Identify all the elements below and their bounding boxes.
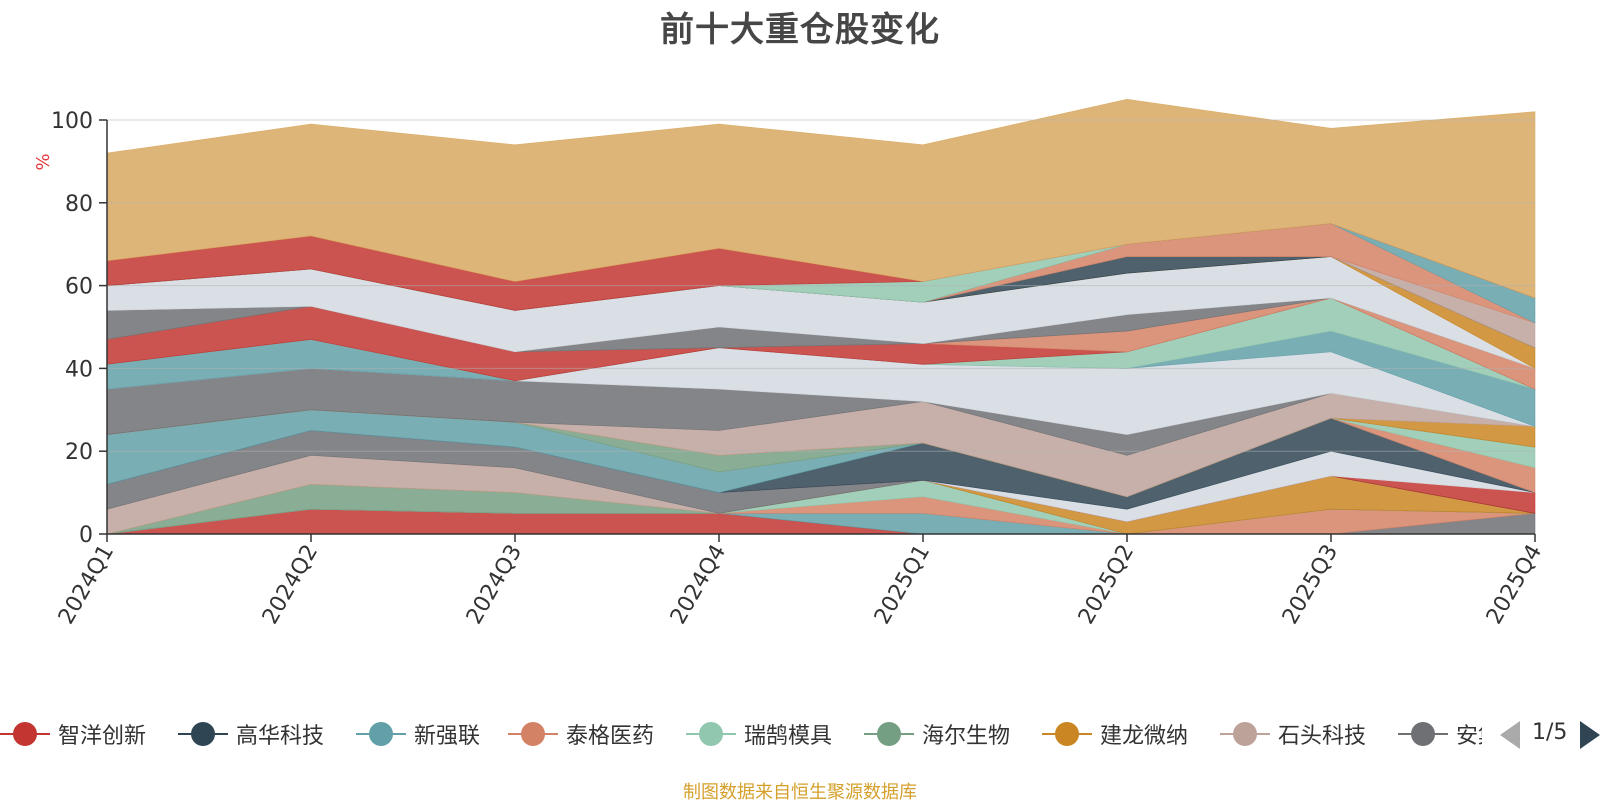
legend-marker-dot bbox=[13, 722, 37, 746]
y-tick-label-3: 60 bbox=[65, 275, 93, 300]
axis-layer bbox=[99, 119, 1536, 542]
y-tick-label-0: 0 bbox=[79, 523, 93, 548]
y-tick-label-4: 80 bbox=[65, 192, 93, 217]
legend-page-indicator: 1/5 bbox=[1532, 720, 1568, 745]
triangle-right-icon[interactable] bbox=[1580, 721, 1600, 749]
legend-marker-icon bbox=[686, 721, 736, 747]
legend-label: 瑞鹄模具 bbox=[744, 724, 833, 749]
legend-label: 海尔生物 bbox=[922, 724, 1011, 749]
x-tick-label-7: 2025Q4 bbox=[1482, 541, 1547, 629]
legend-viewport: 智洋创新 高华科技 新强联 泰格医药 瑞鹄模具 海尔生物 建龙微纳 石头科技 安集科技 bbox=[0, 714, 1482, 754]
y-tick-label-5: 100 bbox=[51, 109, 93, 134]
legend-item[interactable]: 海尔生物 bbox=[864, 714, 1010, 754]
legend-marker-dot bbox=[1411, 722, 1435, 746]
chart-title: 前十大重仓股变化 bbox=[660, 10, 940, 50]
legend-marker-icon bbox=[508, 721, 558, 747]
legend-marker-dot bbox=[699, 722, 723, 746]
legend-marker-dot bbox=[369, 722, 393, 746]
x-tick-label-4: 2025Q1 bbox=[870, 541, 935, 629]
legend-item[interactable]: 安集科技 bbox=[1398, 714, 1482, 754]
legend-marker-icon bbox=[0, 721, 50, 747]
legend-item[interactable]: 泰格医药 bbox=[508, 714, 654, 754]
x-tick-label-0: 2024Q1 bbox=[54, 541, 119, 629]
legend-marker-icon bbox=[864, 721, 914, 747]
legend-pager: 1/5 bbox=[1500, 714, 1600, 754]
legend-item[interactable]: 瑞鹄模具 bbox=[686, 714, 832, 754]
x-tick-label-5: 2025Q2 bbox=[1074, 541, 1139, 629]
x-tick-label-1: 2024Q2 bbox=[258, 541, 323, 629]
legend-marker-dot bbox=[191, 722, 215, 746]
grid-layer bbox=[107, 119, 1535, 452]
legend-label: 新强联 bbox=[414, 724, 481, 749]
legend-marker-icon bbox=[178, 721, 228, 747]
y-tick-label-1: 20 bbox=[65, 440, 93, 465]
legend-marker-dot bbox=[1233, 722, 1257, 746]
legend-label: 安集科技 bbox=[1456, 724, 1482, 749]
legend-marker-icon bbox=[356, 721, 406, 747]
source-note: 制图数据来自恒生聚源数据库 bbox=[683, 782, 917, 800]
y-unit-label: % bbox=[33, 153, 54, 170]
triangle-left-icon[interactable] bbox=[1500, 721, 1520, 749]
legend-marker-icon bbox=[1398, 721, 1448, 747]
legend-item[interactable]: 智洋创新 bbox=[0, 714, 146, 754]
legend-label: 智洋创新 bbox=[58, 724, 147, 749]
x-tick-label-2: 2024Q3 bbox=[462, 541, 527, 629]
legend-item[interactable]: 石头科技 bbox=[1220, 714, 1366, 754]
legend-marker-icon bbox=[1042, 721, 1092, 747]
area-layer bbox=[106, 98, 1536, 535]
legend-marker-dot bbox=[877, 722, 901, 746]
legend-label: 石头科技 bbox=[1278, 724, 1367, 749]
area-series-35 bbox=[106, 98, 1536, 299]
legend-marker-dot bbox=[1055, 722, 1079, 746]
chart-canvas: 0 20 40 60 80 100% 2024Q1 2024Q2 2024Q3 2024Q4 202… bbox=[33, 98, 1547, 629]
x-tick-label-3: 2024Q4 bbox=[666, 541, 731, 629]
legend-label: 泰格医药 bbox=[566, 724, 655, 749]
legend-marker-icon bbox=[1220, 721, 1270, 747]
legend-item[interactable]: 新强联 bbox=[356, 714, 480, 754]
legend-label: 建龙微纳 bbox=[1100, 724, 1189, 749]
legend: 智洋创新 高华科技 新强联 泰格医药 瑞鹄模具 海尔生物 建龙微纳 石头科技 安集科技 1/5 bbox=[0, 714, 1600, 754]
x-tick-label-6: 2025Q3 bbox=[1278, 541, 1343, 629]
legend-item[interactable]: 高华科技 bbox=[178, 714, 324, 754]
y-tick-label-2: 40 bbox=[65, 357, 93, 382]
legend-marker-dot bbox=[521, 722, 545, 746]
legend-item[interactable]: 建龙微纳 bbox=[1042, 714, 1188, 754]
legend-label: 高华科技 bbox=[236, 724, 325, 749]
